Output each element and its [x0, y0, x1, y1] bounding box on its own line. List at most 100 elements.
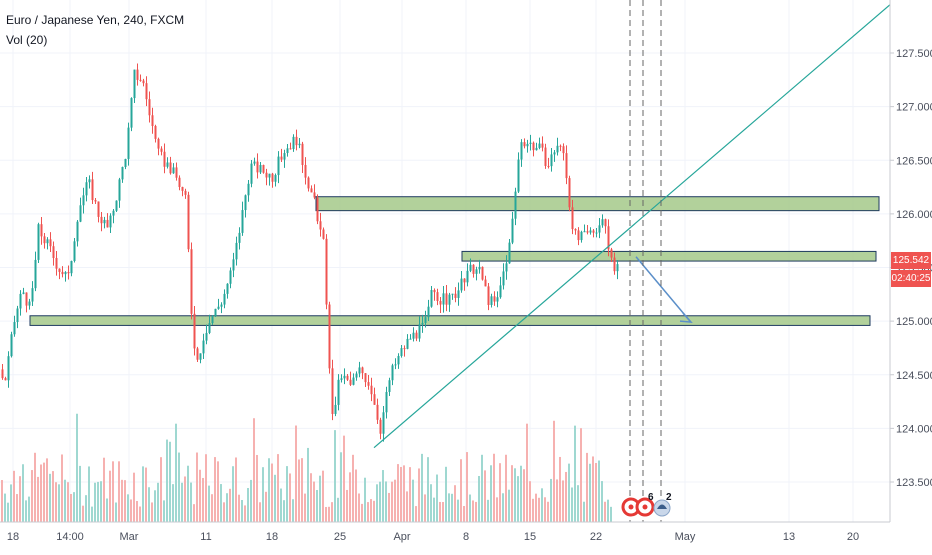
candle-body — [229, 270, 232, 284]
volume-bar — [391, 481, 393, 522]
volume-bar — [172, 484, 174, 522]
volume-bar — [553, 420, 555, 522]
volume-bar — [274, 474, 276, 522]
volume-bar — [133, 472, 135, 522]
candle-body — [46, 239, 49, 244]
candle-body — [235, 242, 238, 260]
volume-bar — [427, 457, 429, 522]
candle-body — [286, 148, 289, 154]
volume-bar — [10, 484, 12, 522]
volume-bar — [436, 474, 438, 522]
price-axis-label: 126.500 — [896, 155, 932, 167]
candle-body — [373, 394, 376, 405]
candle-body — [22, 292, 25, 294]
candle-body — [346, 375, 349, 380]
volume-bar — [175, 423, 177, 522]
candle-body — [334, 404, 337, 414]
volume-indicator-label[interactable]: Vol (20) — [6, 33, 48, 47]
volume-bar — [406, 491, 408, 522]
volume-bar — [298, 459, 300, 522]
candle-body — [562, 146, 565, 154]
symbol-title[interactable]: Euro / Japanese Yen, 240, FXCM — [6, 13, 185, 27]
volume-bar — [43, 462, 45, 522]
candle-body — [550, 154, 553, 167]
candle-body — [295, 136, 298, 146]
candle-body — [13, 322, 16, 335]
candle-body — [226, 283, 229, 294]
volume-bar — [205, 454, 207, 522]
candle-body — [178, 177, 181, 187]
volume-bar — [352, 454, 354, 522]
volume-bar — [295, 425, 297, 522]
volume-bar — [199, 469, 201, 522]
candle-body — [472, 264, 475, 274]
candle-body — [169, 162, 172, 174]
volume-bar — [577, 485, 579, 522]
volume-bar — [271, 463, 273, 522]
candle-body — [454, 293, 457, 298]
volume-bar — [67, 482, 69, 522]
candle-body — [433, 290, 436, 293]
candle-body — [364, 373, 367, 383]
volume-bar — [484, 470, 486, 522]
support-resistance-zones — [29, 196, 880, 326]
volume-bar — [520, 465, 522, 522]
volume-bar — [157, 482, 159, 522]
volume-bar — [469, 494, 471, 522]
candle-body — [616, 264, 619, 272]
volume-bar — [166, 439, 168, 522]
candle-body — [217, 306, 220, 309]
volume-bar — [4, 493, 6, 522]
candle-body — [367, 382, 370, 386]
candle-body — [337, 379, 340, 405]
candle-body — [559, 145, 562, 147]
candle-body — [307, 177, 310, 189]
candle-body — [577, 230, 580, 241]
candle-body — [205, 332, 208, 341]
time-axis-label: 22 — [590, 531, 602, 543]
volume-bar — [478, 475, 480, 522]
volume-bar — [385, 481, 387, 522]
candle-body — [448, 294, 451, 305]
volume-bar — [139, 506, 141, 522]
volume-bar — [463, 506, 465, 522]
volume-bar — [118, 461, 120, 522]
price-axis-label: 127.000 — [896, 102, 932, 114]
candle-body — [223, 293, 226, 305]
candle-body — [55, 257, 58, 269]
time-axis-label: Apr — [393, 531, 410, 543]
candle-body — [76, 221, 79, 242]
volume-bar — [112, 461, 114, 522]
candle-body — [445, 293, 448, 305]
volume-bar — [496, 497, 498, 522]
candle-body — [604, 219, 607, 227]
projection-arrow — [635, 256, 691, 322]
volume-bar — [211, 494, 213, 522]
candle-body — [361, 367, 364, 374]
volume-bar — [508, 489, 510, 522]
volume-bar — [589, 463, 591, 522]
volume-bar — [448, 493, 450, 522]
candle-body — [442, 293, 445, 305]
volume-bar — [517, 476, 519, 522]
volume-bar — [268, 458, 270, 522]
price-candles — [1, 63, 619, 442]
candle-body — [466, 270, 469, 283]
candle-body — [376, 404, 379, 420]
volume-bar — [379, 481, 381, 522]
candle-body — [298, 143, 301, 146]
volume-bar — [94, 482, 96, 522]
price-axis-label: 123.500 — [896, 477, 932, 489]
candle-body — [427, 306, 430, 318]
candle-body — [571, 207, 574, 230]
candle-body — [166, 162, 169, 167]
volume-bar — [397, 464, 399, 522]
event-count-badge: 2 — [666, 492, 672, 503]
volume-bar — [523, 469, 525, 522]
price-axis-label: 124.000 — [896, 423, 932, 435]
candle-body — [154, 125, 157, 139]
candle-body — [424, 317, 427, 323]
volume-bar — [535, 493, 537, 522]
